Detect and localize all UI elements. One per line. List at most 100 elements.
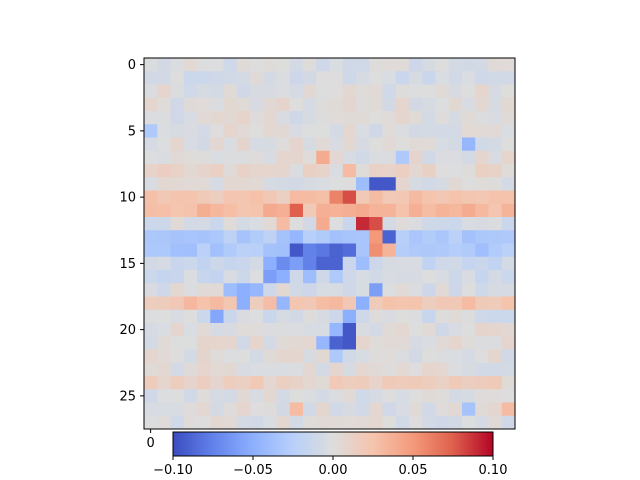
heatmap-cell xyxy=(409,270,423,284)
heatmap-cell xyxy=(223,296,238,311)
heatmap-cell xyxy=(250,309,264,324)
heatmap-cell xyxy=(197,111,211,125)
heatmap-cell xyxy=(448,230,463,244)
heatmap-cell xyxy=(409,402,423,417)
heatmap-cell xyxy=(210,164,224,178)
heatmap-cell xyxy=(422,124,436,138)
heatmap-cell xyxy=(157,323,171,337)
heatmap-cell xyxy=(197,217,211,231)
heatmap-cell xyxy=(250,362,264,377)
heatmap-cell xyxy=(316,243,330,258)
heatmap-cell xyxy=(144,71,158,85)
heatmap-cell xyxy=(356,177,370,191)
heatmap-cell xyxy=(395,256,410,271)
heatmap-cell xyxy=(342,323,357,337)
heatmap-cell xyxy=(183,362,198,377)
heatmap-cell xyxy=(475,164,489,178)
heatmap-cell xyxy=(382,217,397,231)
heatmap-cell xyxy=(276,150,291,165)
heatmap-cell xyxy=(422,415,436,430)
heatmap-cell xyxy=(448,150,463,165)
heatmap-cell xyxy=(303,362,317,377)
heatmap-cell xyxy=(316,58,330,72)
heatmap-cell xyxy=(409,203,423,218)
heatmap-cell xyxy=(488,415,503,430)
heatmap-cell xyxy=(369,71,383,85)
heatmap-cell xyxy=(263,177,277,191)
heatmap-cell xyxy=(276,243,291,258)
heatmap-cell xyxy=(475,283,489,297)
heatmap-cell xyxy=(289,177,304,191)
heatmap-cell xyxy=(409,362,423,377)
heatmap-cell xyxy=(369,323,383,337)
heatmap-cell xyxy=(382,84,397,99)
heatmap-cell xyxy=(197,71,211,85)
heatmap-cell xyxy=(197,84,211,99)
heatmap-cell xyxy=(170,296,185,311)
heatmap-cell xyxy=(475,362,489,377)
heatmap-cell xyxy=(276,97,291,112)
heatmap-cell xyxy=(382,164,397,178)
heatmap-cell xyxy=(448,283,463,297)
heatmap-cell xyxy=(475,84,489,99)
heatmap-cell xyxy=(197,164,211,178)
heatmap-cell xyxy=(157,137,171,152)
heatmap-cell xyxy=(250,190,264,205)
heatmap-cell xyxy=(422,137,436,152)
heatmap-cell xyxy=(356,111,370,125)
y-axis: 0 5 10 15 20 25 xyxy=(119,58,144,404)
heatmap-cell xyxy=(276,323,291,337)
heatmap-cell xyxy=(462,190,476,205)
heatmap-cell xyxy=(462,124,476,138)
heatmap-cell xyxy=(316,217,330,231)
heatmap-cell xyxy=(250,111,264,125)
heatmap-cell xyxy=(303,97,317,112)
heatmap-cell xyxy=(144,349,158,364)
heatmap-cell xyxy=(289,270,304,284)
heatmap-cell xyxy=(197,270,211,284)
heatmap-cell xyxy=(395,150,410,165)
heatmap-cell xyxy=(475,190,489,205)
heatmap-cell xyxy=(183,203,198,218)
heatmap-cell xyxy=(157,124,171,138)
heatmap-cell xyxy=(250,336,264,350)
heatmap-cell xyxy=(342,58,357,72)
heatmap-cell xyxy=(356,71,370,85)
heatmap-cell xyxy=(263,58,277,72)
heatmap-cell xyxy=(462,376,476,390)
heatmap-cell xyxy=(422,217,436,231)
heatmap-cell xyxy=(395,190,410,205)
heatmap-cell xyxy=(183,309,198,324)
heatmap-cell xyxy=(210,323,224,337)
heatmap-cell xyxy=(289,349,304,364)
heatmap-cell xyxy=(501,137,516,152)
heatmap-cell xyxy=(369,230,383,244)
heatmap-cell xyxy=(329,190,344,205)
heatmap-cell xyxy=(183,124,198,138)
heatmap-cell xyxy=(250,97,264,112)
heatmap-cell xyxy=(435,256,450,271)
heatmap-cell xyxy=(223,177,238,191)
heatmap-cell xyxy=(303,283,317,297)
heatmap-cell xyxy=(157,84,171,99)
heatmap-cell xyxy=(448,296,463,311)
heatmap-cell xyxy=(276,336,291,350)
heatmap-cell xyxy=(316,111,330,125)
heatmap-cell xyxy=(157,111,171,125)
heatmap-cell xyxy=(170,389,185,403)
heatmap-cell xyxy=(250,296,264,311)
heatmap-cell xyxy=(236,323,251,337)
heatmap-cell xyxy=(369,217,383,231)
heatmap-cell xyxy=(329,402,344,417)
heatmap-cell xyxy=(409,230,423,244)
heatmap-cell xyxy=(276,309,291,324)
heatmap-cell xyxy=(263,71,277,85)
heatmap-cell xyxy=(435,164,450,178)
heatmap-cell xyxy=(210,296,224,311)
heatmap-cell xyxy=(395,58,410,72)
heatmap-cell xyxy=(144,137,158,152)
heatmap-cell xyxy=(236,309,251,324)
heatmap-cell xyxy=(435,323,450,337)
heatmap-cell xyxy=(488,84,503,99)
heatmap-cell xyxy=(435,58,450,72)
